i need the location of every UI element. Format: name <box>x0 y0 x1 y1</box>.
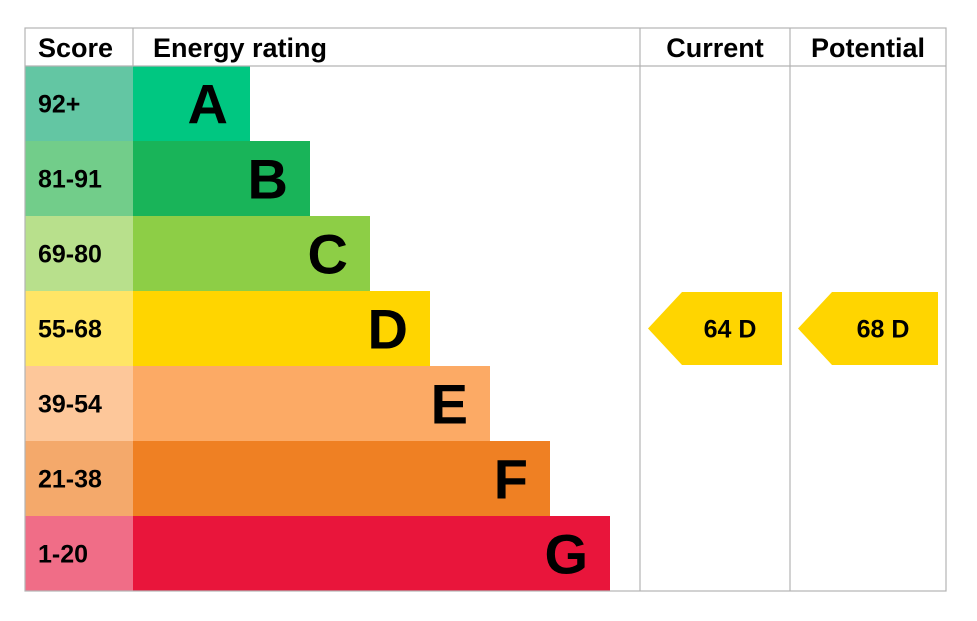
score-label-d: 55-68 <box>38 316 102 344</box>
header-energy-rating: Energy rating <box>153 33 327 63</box>
band-letter-g: G <box>544 523 588 586</box>
score-label-g: 1-20 <box>38 541 88 569</box>
header-current: Current <box>666 33 764 63</box>
bar-a <box>133 66 250 141</box>
header-row: Score Energy rating Current Potential <box>38 33 925 63</box>
bar-c <box>133 216 370 291</box>
potential-rating-arrow <box>798 292 938 365</box>
band-f: 21-38 F <box>25 441 550 516</box>
current-rating-label: 64 D <box>704 316 757 344</box>
potential-rating-label: 68 D <box>857 316 910 344</box>
score-label-a: 92+ <box>38 91 80 119</box>
header-score: Score <box>38 33 113 63</box>
potential-rating-indicator: 68 D <box>798 292 938 365</box>
band-a: 92+ A <box>25 66 250 141</box>
bar-d <box>133 291 430 366</box>
score-label-e: 39-54 <box>38 391 102 419</box>
rating-indicators: 64 D 68 D <box>648 292 938 365</box>
score-cell-f <box>25 441 133 516</box>
score-cell-e <box>25 366 133 441</box>
band-letter-a: A <box>188 73 228 136</box>
score-cell-c <box>25 216 133 291</box>
bar-g <box>133 516 610 591</box>
band-letter-b: B <box>248 148 288 211</box>
current-rating-arrow <box>648 292 782 365</box>
score-label-f: 21-38 <box>38 466 102 494</box>
band-g: 1-20 G <box>25 516 610 591</box>
band-letter-f: F <box>494 448 528 511</box>
band-letter-d: D <box>368 298 408 361</box>
score-label-b: 81-91 <box>38 166 102 194</box>
score-cell-b <box>25 141 133 216</box>
bar-f <box>133 441 550 516</box>
rating-bands: 92+ A 81-91 B 69-80 C 55-68 D 39-54 E 21-38 F 1-20 G <box>25 66 610 591</box>
current-rating-indicator: 64 D <box>648 292 782 365</box>
band-e: 39-54 E <box>25 366 490 441</box>
bar-b <box>133 141 310 216</box>
band-c: 69-80 C <box>25 216 370 291</box>
header-potential: Potential <box>811 33 925 63</box>
band-b: 81-91 B <box>25 141 310 216</box>
band-letter-e: E <box>431 373 468 436</box>
score-label-c: 69-80 <box>38 241 102 269</box>
bar-e <box>133 366 490 441</box>
score-cell-a <box>25 66 133 141</box>
score-cell-d <box>25 291 133 366</box>
band-d: 55-68 D <box>25 291 430 366</box>
band-letter-c: C <box>308 223 348 286</box>
table-border <box>24 27 947 592</box>
table-grid <box>24 27 947 592</box>
score-cell-g <box>25 516 133 591</box>
